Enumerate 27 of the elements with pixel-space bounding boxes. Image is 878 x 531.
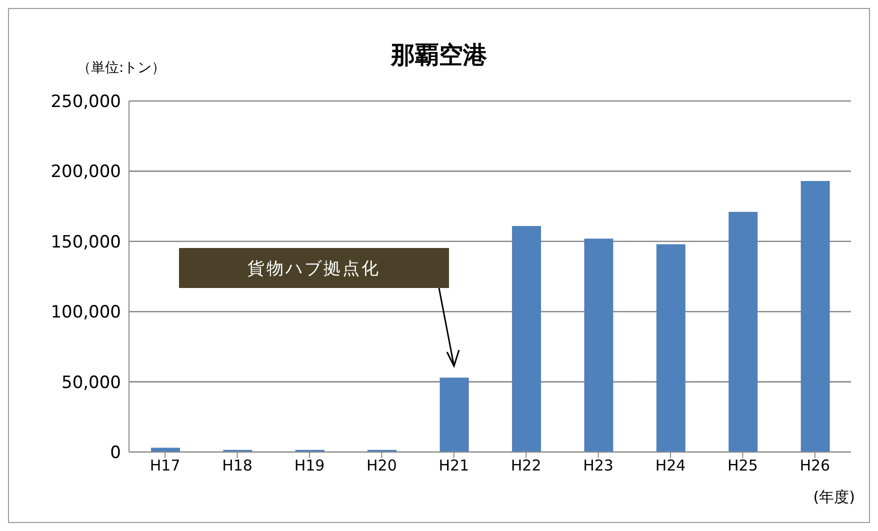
x-tick-label: H25 [728, 456, 758, 475]
x-tick-label: H18 [222, 456, 252, 475]
x-tick-label: H19 [294, 456, 325, 475]
x-tick-label: H17 [150, 456, 180, 475]
label-box: 貨物ハブ拠点化 [179, 248, 449, 288]
bar [584, 238, 614, 452]
bar [656, 244, 686, 452]
x-tick-label: H24 [655, 456, 686, 475]
bar [728, 212, 758, 452]
x-tick-label: H22 [510, 456, 542, 475]
x-tick-label: H23 [583, 456, 614, 475]
y-tick-label: 100,000 [50, 302, 121, 323]
bar [512, 226, 541, 452]
x-tick-label: H20 [366, 456, 397, 475]
y-tick-label: 200,000 [50, 162, 121, 182]
annotation: 貨物ハブ拠点化 [248, 258, 380, 280]
x-axis-title: (年度) [813, 488, 855, 507]
x-tick-label: H26 [800, 456, 830, 475]
y-tick-label: 150,000 [50, 232, 121, 252]
chart-title: 那覇空港 [391, 41, 487, 69]
y-tick-label: 50,000 [62, 372, 121, 393]
y-axis-title: （単位:トン） [77, 59, 166, 77]
x-tick-label: H21 [438, 456, 470, 475]
bar [800, 181, 830, 452]
y-tick-label: 0 [110, 443, 121, 464]
y-tick-label: 250,000 [50, 92, 121, 112]
bar [440, 378, 469, 452]
